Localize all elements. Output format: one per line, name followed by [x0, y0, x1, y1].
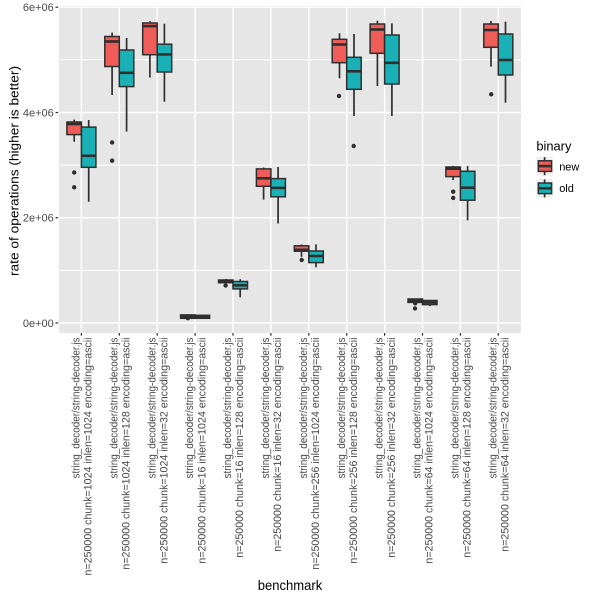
svg-text:binary: binary — [536, 139, 571, 154]
svg-text:string_decoder/string-decoder.: string_decoder/string-decoder.jsn=250000… — [108, 337, 132, 570]
svg-text:6e+06: 6e+06 — [23, 2, 54, 14]
svg-text:rate of operations (higher is: rate of operations (higher is better) — [6, 66, 21, 276]
svg-text:4e+06: 4e+06 — [23, 107, 54, 119]
svg-text:0e+00: 0e+00 — [23, 318, 54, 330]
svg-text:string_decoder/string-decoder.: string_decoder/string-decoder.jsn=250000… — [146, 337, 170, 564]
svg-text:new: new — [559, 162, 579, 174]
svg-text:string_decoder/string-decoder.: string_decoder/string-decoder.jsn=250000… — [71, 337, 95, 575]
svg-text:string_decoder/string-decoder.: string_decoder/string-decoder.jsn=250000… — [336, 337, 360, 564]
svg-text:string_decoder/string-decoder.: string_decoder/string-decoder.jsn=250000… — [374, 337, 398, 558]
svg-text:string_decoder/string-decoder.: string_decoder/string-decoder.jsn=250000… — [298, 337, 322, 570]
svg-text:old: old — [559, 183, 574, 195]
svg-text:string_decoder/string-decoder.: string_decoder/string-decoder.jsn=250000… — [450, 337, 474, 558]
svg-text:string_decoder/string-decoder.: string_decoder/string-decoder.jsn=250000… — [487, 337, 511, 552]
svg-text:string_decoder/string-decoder.: string_decoder/string-decoder.jsn=250000… — [222, 337, 246, 558]
svg-text:string_decoder/string-decoder.: string_decoder/string-decoder.jsn=250000… — [260, 337, 284, 552]
svg-text:string_decoder/string-decoder.: string_decoder/string-decoder.jsn=250000… — [184, 337, 208, 564]
svg-text:string_decoder/string-decoder.: string_decoder/string-decoder.jsn=250000… — [412, 337, 436, 564]
svg-text:2e+06: 2e+06 — [23, 213, 54, 225]
svg-text:benchmark: benchmark — [258, 577, 323, 593]
